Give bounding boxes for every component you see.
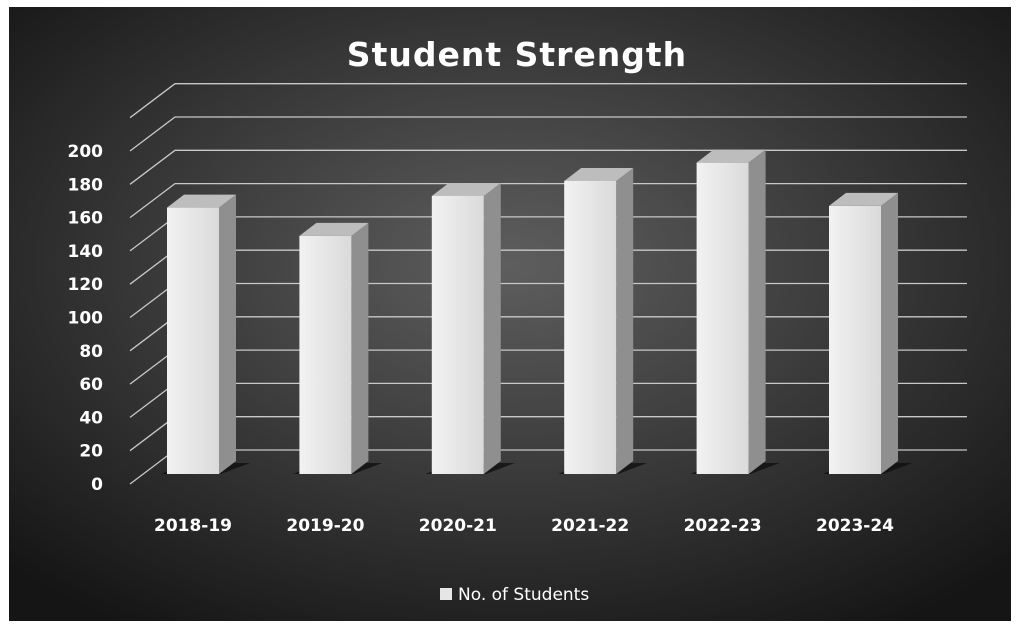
bar xyxy=(823,192,912,474)
gridline xyxy=(129,83,967,119)
bar-side xyxy=(616,167,634,474)
y-tick-label: 120 xyxy=(68,275,104,295)
bar-top xyxy=(299,222,369,236)
y-axis-ticks: 0 20 40 60 80 100 120 140 160 180 200 xyxy=(68,142,104,495)
y-tick-label: 0 xyxy=(91,475,103,495)
bar xyxy=(425,182,515,474)
bars xyxy=(161,149,912,474)
y-tick-label: 20 xyxy=(79,442,103,462)
y-tick-label: 60 xyxy=(79,375,103,395)
x-tick-label: 2021-22 xyxy=(551,516,629,536)
bar xyxy=(293,222,383,474)
bar-top xyxy=(696,149,766,163)
x-tick-label: 2018-19 xyxy=(154,516,232,536)
bar-front xyxy=(696,162,749,474)
bar-front xyxy=(564,180,617,474)
bar-side xyxy=(881,192,898,474)
y-tick-label: 80 xyxy=(79,342,103,362)
bar-side xyxy=(219,194,236,474)
bar xyxy=(161,194,250,474)
legend: No. of Students xyxy=(440,585,589,605)
chart-title: Student Strength xyxy=(347,35,687,74)
bar-front xyxy=(299,235,352,474)
bar xyxy=(690,149,780,474)
x-axis-labels: 2018-19 2019-20 2020-21 2021-22 2022-23 2023-… xyxy=(154,516,894,536)
bar-top xyxy=(829,192,898,206)
y-tick-label: 200 xyxy=(68,142,104,162)
x-tick-label: 2019-20 xyxy=(286,516,364,536)
x-tick-label: 2020-21 xyxy=(419,516,497,536)
legend-label: No. of Students xyxy=(458,585,589,605)
y-tick-label: 180 xyxy=(68,175,104,195)
gridline xyxy=(129,116,967,152)
y-tick-label: 140 xyxy=(68,242,104,262)
legend-swatch xyxy=(440,588,452,600)
bar-side xyxy=(351,222,369,474)
bar-top xyxy=(167,194,236,208)
y-tick-label: 40 xyxy=(79,408,103,428)
y-tick-label: 160 xyxy=(68,209,104,229)
gridline xyxy=(129,149,967,185)
bar-front xyxy=(431,195,484,474)
bar-top xyxy=(564,167,634,181)
x-tick-label: 2023-24 xyxy=(816,516,894,536)
bar-front xyxy=(167,207,219,474)
y-tick-label: 100 xyxy=(68,309,104,329)
bar-side xyxy=(748,149,766,474)
bar-front xyxy=(829,205,881,474)
bar xyxy=(558,167,648,474)
x-tick-label: 2022-23 xyxy=(684,516,762,536)
bar-top xyxy=(431,182,501,196)
bar-side xyxy=(483,182,501,474)
